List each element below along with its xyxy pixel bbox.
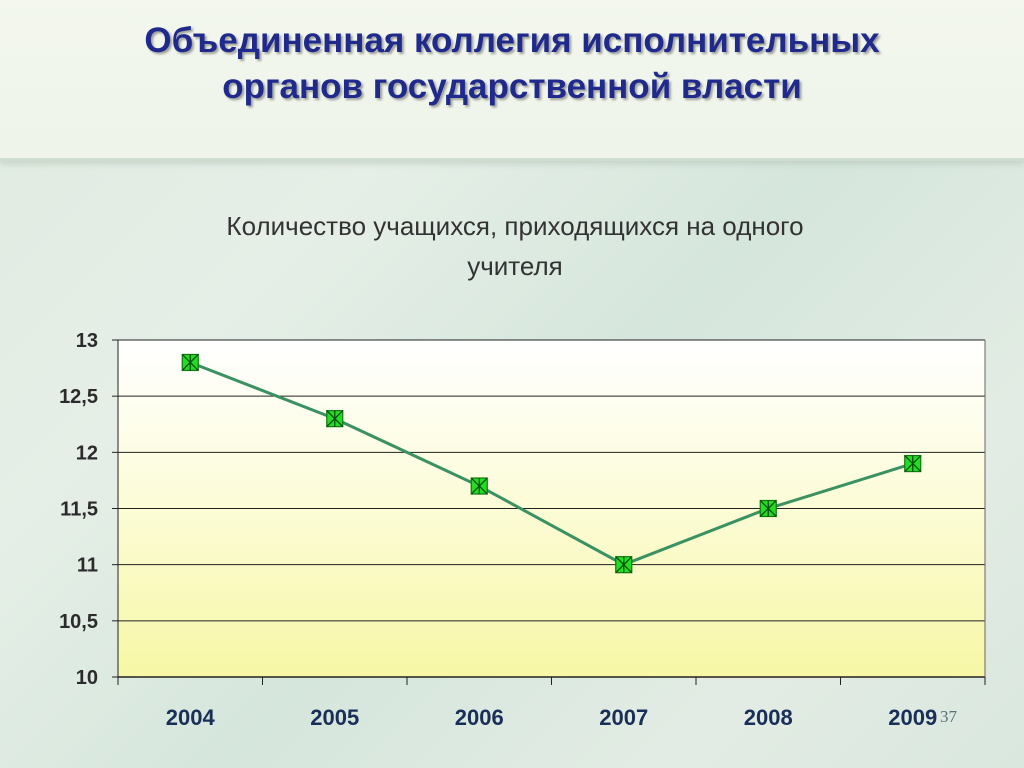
page-number: 37 (940, 707, 957, 726)
data-point-2006 (470, 477, 488, 495)
x-tick-label-2008: 2008 (744, 705, 793, 730)
chart-title: Количество учащихся, приходящихся на одн… (130, 206, 900, 286)
chart-title-line-2: учителя (467, 251, 563, 281)
slide-title: Объединенная коллегия исполнительных орг… (0, 18, 1024, 110)
y-tick-label-10,5: 10,5 (59, 611, 98, 633)
y-tick-labels: 10 10,5 11 11,5 12 12,5 13 (59, 330, 98, 689)
series-group (181, 353, 922, 574)
axes (117, 340, 986, 685)
y-tick-label-13: 13 (76, 330, 98, 352)
x-tick-label-2009: 2009 (888, 705, 937, 730)
data-point-2008 (759, 499, 777, 518)
slide-title-line-2: органов государственной власти (222, 67, 802, 106)
data-point-2007 (615, 556, 633, 574)
y-tick-label-11: 11 (77, 555, 98, 577)
x-tick-labels: 2004 2005 2006 2007 2008 2009 (166, 705, 937, 730)
series-line-0 (189, 361, 914, 567)
slide-title-line-1: Объединенная коллегия исполнительных (144, 21, 880, 60)
data-point-2004 (181, 353, 199, 372)
x-tick-label-2005: 2005 (310, 705, 359, 730)
data-point-2005 (326, 410, 344, 428)
y-tick-label-12,5: 12,5 (59, 386, 98, 408)
chart-title-line-1: Количество учащихся, приходящихся на одн… (226, 211, 804, 241)
x-tick-label-2007: 2007 (599, 705, 648, 730)
y-tick-label-10: 10 (76, 667, 98, 689)
x-tick-label-2006: 2006 (455, 705, 504, 730)
gridlines (112, 339, 985, 678)
header-band (0, 0, 1024, 161)
x-tick-label-2004: 2004 (166, 705, 216, 730)
y-tick-label-12: 12 (76, 442, 98, 464)
data-point-2009 (904, 454, 922, 473)
y-tick-label-11,5: 11,5 (60, 499, 98, 521)
